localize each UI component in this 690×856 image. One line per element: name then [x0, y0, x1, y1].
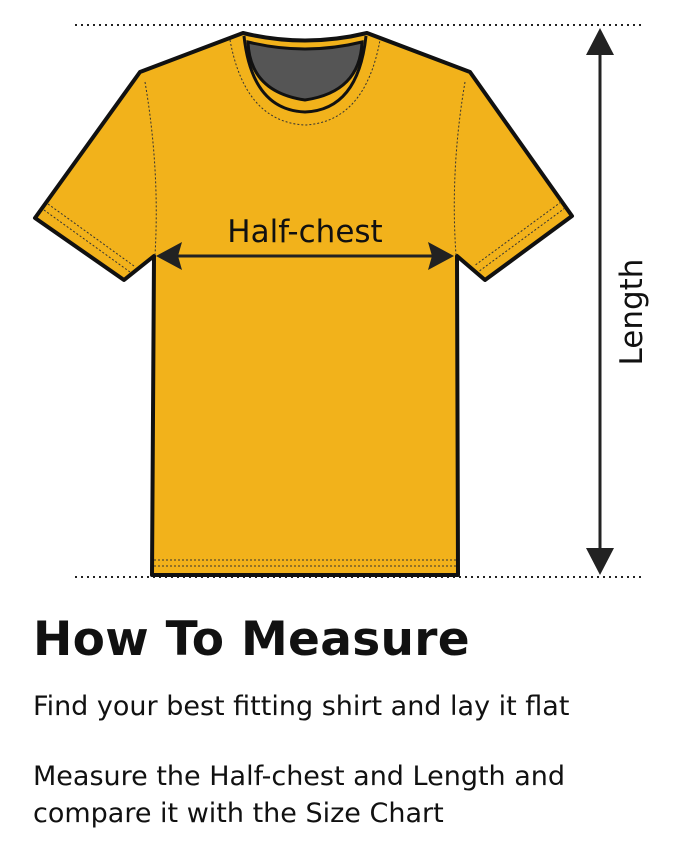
- tshirt-diagram: Half-chest Length: [33, 24, 650, 578]
- half-chest-label: Half-chest: [227, 214, 382, 250]
- half-chest-arrow: [156, 242, 454, 270]
- length-arrow: [586, 28, 614, 575]
- length-label: Length: [614, 259, 650, 366]
- tshirt-illustration: [33, 31, 574, 577]
- instruction-step-1: Find your best fitting shirt and lay it …: [33, 691, 570, 722]
- page-title: How To Measure: [33, 612, 470, 667]
- instruction-step-2: Measure the Half-chest and Length and co…: [33, 761, 566, 829]
